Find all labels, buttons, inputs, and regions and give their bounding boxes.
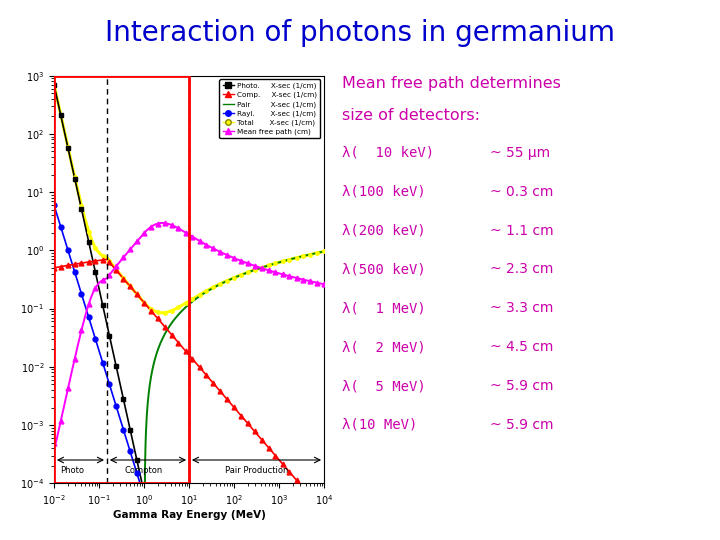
Text: ~ 0.3 cm: ~ 0.3 cm xyxy=(490,185,553,199)
Bar xyxy=(54,76,189,483)
Text: ~ 4.5 cm: ~ 4.5 cm xyxy=(490,340,553,354)
Text: Compton: Compton xyxy=(125,466,163,475)
X-axis label: Gamma Ray Energy (MeV): Gamma Ray Energy (MeV) xyxy=(112,510,266,519)
Text: Interaction of photons in germanium: Interaction of photons in germanium xyxy=(105,19,615,47)
Text: λ(500 keV): λ(500 keV) xyxy=(342,262,426,276)
Text: size of detectors:: size of detectors: xyxy=(342,108,480,123)
Text: λ(  5 MeV): λ( 5 MeV) xyxy=(342,379,426,393)
Text: ~ 1.1 cm: ~ 1.1 cm xyxy=(490,224,553,238)
Text: λ(  10 keV): λ( 10 keV) xyxy=(342,146,434,160)
Text: ~ 3.3 cm: ~ 3.3 cm xyxy=(490,301,553,315)
Text: λ(  2 MeV): λ( 2 MeV) xyxy=(342,340,426,354)
Text: λ(200 keV): λ(200 keV) xyxy=(342,224,426,238)
Text: ~ 5.9 cm: ~ 5.9 cm xyxy=(490,379,553,393)
Text: Pair Production: Pair Production xyxy=(225,466,288,475)
Text: λ(100 keV): λ(100 keV) xyxy=(342,185,426,199)
Text: λ(  1 MeV): λ( 1 MeV) xyxy=(342,301,426,315)
Text: ~ 2.3 cm: ~ 2.3 cm xyxy=(490,262,553,276)
Text: ~ 55 μm: ~ 55 μm xyxy=(490,146,550,160)
Text: Mean free path determines: Mean free path determines xyxy=(342,76,561,91)
Text: λ(10 MeV): λ(10 MeV) xyxy=(342,418,418,432)
Text: Photo: Photo xyxy=(60,466,84,475)
Legend: Photo.     X-sec (1/cm), Comp.     X-sec (1/cm), Pair         X-sec (1/cm), Rayl: Photo. X-sec (1/cm), Comp. X-sec (1/cm),… xyxy=(220,79,320,138)
Text: ~ 5.9 cm: ~ 5.9 cm xyxy=(490,418,553,432)
